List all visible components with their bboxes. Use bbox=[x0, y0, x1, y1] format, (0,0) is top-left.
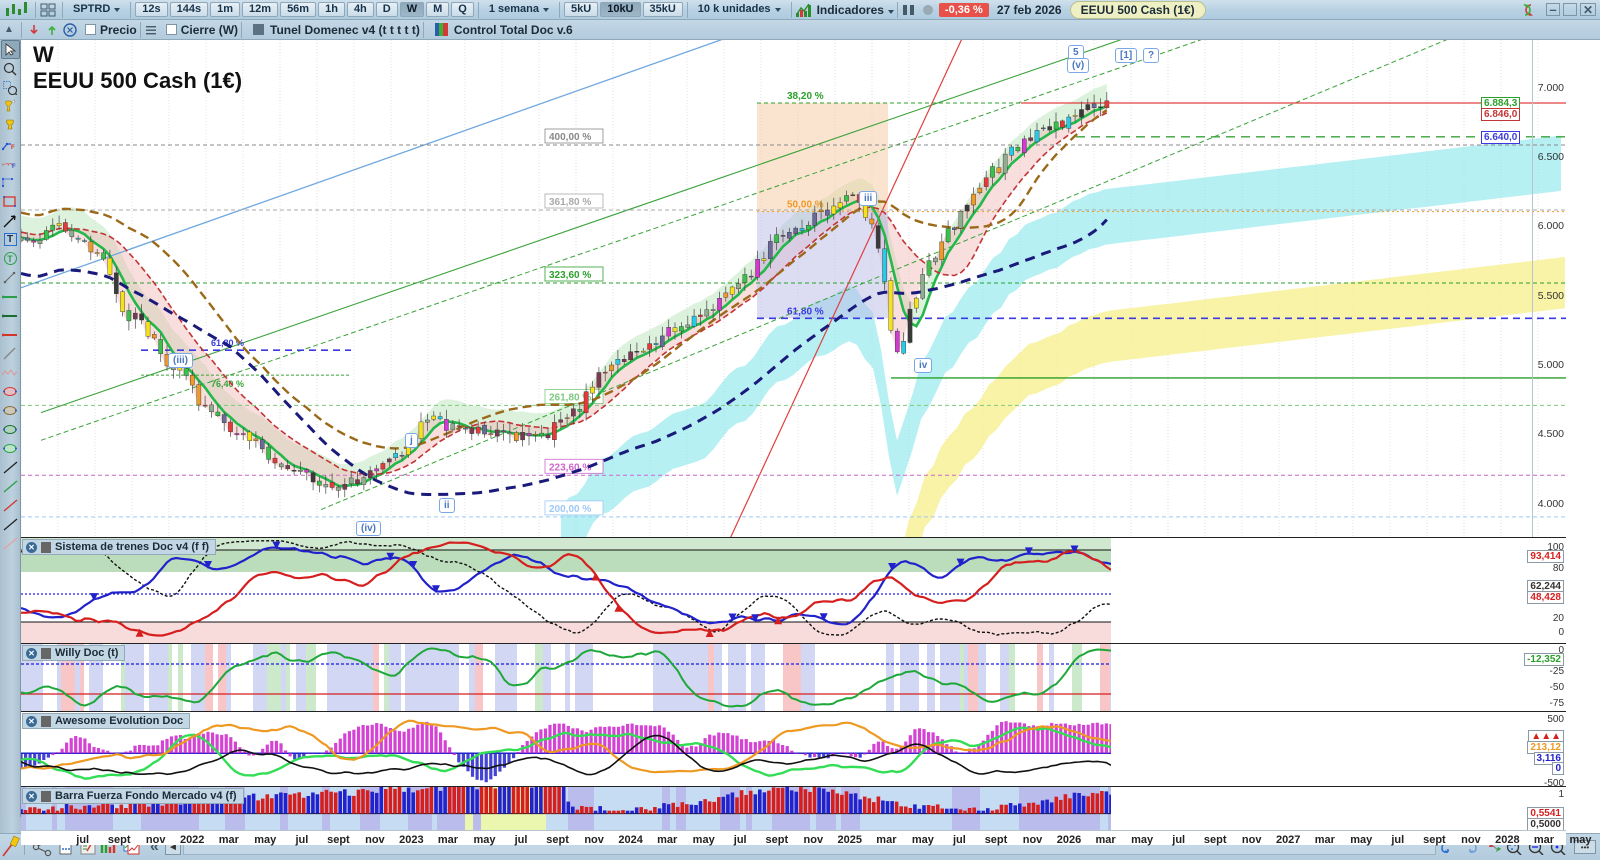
svg-text:323,60 %: 323,60 % bbox=[549, 270, 591, 281]
svg-text:F: F bbox=[11, 145, 15, 151]
svg-text:400,00 %: 400,00 % bbox=[549, 132, 591, 143]
svg-text:61,80 %: 61,80 % bbox=[787, 306, 824, 317]
svg-text:361,80 %: 361,80 % bbox=[549, 197, 591, 208]
svg-text:F: F bbox=[12, 164, 16, 169]
svg-text:223,60 %: 223,60 % bbox=[549, 462, 591, 473]
svg-text:38,20 %: 38,20 % bbox=[787, 91, 824, 102]
svg-text:50,00 %: 50,00 % bbox=[787, 200, 824, 211]
svg-text:200,00 %: 200,00 % bbox=[549, 504, 591, 515]
svg-text:76,40 %: 76,40 % bbox=[211, 379, 244, 389]
